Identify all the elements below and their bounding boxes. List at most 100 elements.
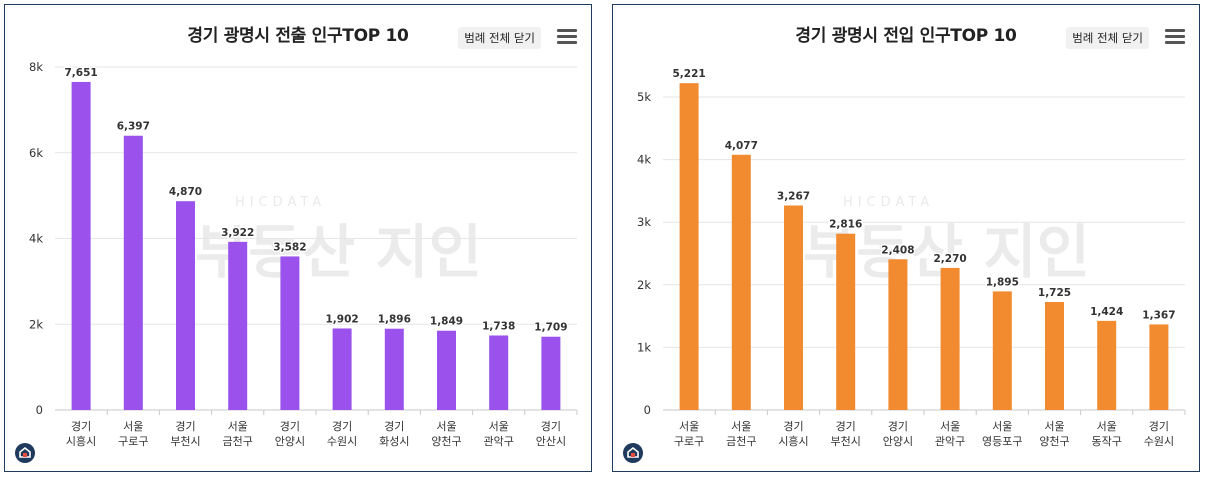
- y-tick-label: 5k: [637, 90, 651, 104]
- x-tick-label: 경기: [175, 420, 195, 433]
- y-tick-label: 0: [36, 403, 43, 417]
- x-tick-label: 서울: [731, 420, 751, 433]
- x-tick-label: 관악구: [935, 435, 965, 448]
- x-tick-label: 서울: [436, 420, 456, 433]
- bar[interactable]: [332, 328, 352, 410]
- chart-title: 경기 광명시 전입 인구TOP 10: [795, 26, 1017, 46]
- y-tick-label: 2k: [637, 278, 651, 292]
- data-label: 6,397: [117, 121, 150, 133]
- chart-panel-inflow: HICDATA 부동산 지인 0 1k 2k 3k 4k 5k 5,221 서울 구로구 4,07…: [612, 4, 1200, 472]
- y-tick-label: 1k: [637, 340, 651, 354]
- data-label: 3,267: [777, 190, 810, 202]
- y-tick-label: 3k: [637, 215, 651, 229]
- x-tick-label: 서울: [123, 420, 143, 433]
- data-label: 1,738: [482, 320, 515, 332]
- bar[interactable]: [784, 205, 803, 410]
- data-label: 5,221: [672, 68, 705, 80]
- data-label: 1,902: [325, 313, 358, 325]
- data-label: 3,922: [221, 227, 254, 239]
- x-tick-label: 경기: [384, 420, 404, 433]
- y-tick-label: 0: [644, 403, 651, 417]
- bar[interactable]: [1097, 320, 1117, 410]
- x-tick-label: 영등포구: [982, 435, 1022, 448]
- x-tick-label: 구로구: [118, 435, 148, 448]
- x-tick-label: 시흥시: [778, 434, 808, 448]
- bar[interactable]: [489, 335, 509, 410]
- bar[interactable]: [1045, 302, 1064, 410]
- bar[interactable]: [228, 241, 248, 410]
- data-label: 1,895: [986, 276, 1019, 288]
- bar[interactable]: [940, 267, 960, 410]
- bar[interactable]: [1149, 324, 1169, 410]
- x-tick-label: 서울: [1044, 420, 1064, 433]
- x-tick-label: 동작구: [1092, 435, 1122, 448]
- x-tick-label: 화성시: [379, 435, 409, 448]
- legend-toggle-button[interactable]: 범례 전체 닫기: [458, 27, 541, 49]
- x-tick-label: 경기: [280, 420, 300, 433]
- bar[interactable]: [836, 233, 856, 410]
- x-tick-label: 경기: [71, 420, 91, 433]
- x-tick-label: 시흥시: [66, 434, 96, 448]
- x-tick-label: 서울: [489, 420, 509, 433]
- chart-panel-outflow: HICDATA 부동산 지인 0 2k 4k 6k 8k 7,651 경기 시흥시 6,397 서…: [4, 4, 592, 472]
- x-tick-label: 서울: [679, 420, 699, 433]
- y-tick-label: 4k: [637, 153, 651, 167]
- bar[interactable]: [123, 135, 143, 410]
- bar[interactable]: [437, 330, 456, 410]
- x-tick-label: 부천시: [831, 434, 861, 448]
- x-tick-label: 부천시: [170, 434, 200, 448]
- data-label: 2,408: [881, 244, 914, 256]
- data-label: 4,077: [725, 140, 758, 152]
- legend-toggle-button[interactable]: 범례 전체 닫기: [1066, 27, 1149, 49]
- data-label: 1,424: [1090, 306, 1123, 318]
- x-tick-label: 수원시: [1144, 435, 1174, 448]
- bar[interactable]: [176, 201, 195, 410]
- data-label: 1,367: [1142, 309, 1175, 321]
- data-label: 1,725: [1038, 287, 1071, 299]
- x-tick-label: 관악구: [484, 435, 514, 448]
- bar[interactable]: [731, 154, 751, 410]
- x-tick-label: 서울: [1097, 420, 1117, 433]
- data-label: 1,896: [378, 314, 411, 326]
- data-label: 7,651: [64, 67, 97, 79]
- data-label: 4,870: [169, 186, 202, 198]
- bar[interactable]: [280, 256, 300, 410]
- x-tick-label: 안양시: [275, 435, 305, 448]
- x-tick-label: 경기: [783, 420, 803, 433]
- bar[interactable]: [992, 291, 1012, 410]
- bar[interactable]: [541, 336, 561, 410]
- hamburger-menu-icon[interactable]: [1165, 29, 1185, 47]
- data-label: 3,582: [273, 241, 306, 253]
- bar[interactable]: [679, 83, 699, 410]
- y-tick-label: 4k: [29, 232, 43, 246]
- data-label: 2,270: [933, 253, 966, 265]
- x-tick-label: 금천구: [223, 434, 253, 448]
- bar[interactable]: [384, 328, 404, 410]
- data-label: 1,849: [430, 316, 463, 328]
- hamburger-menu-icon[interactable]: [557, 29, 577, 47]
- y-tick-label: 6k: [29, 146, 43, 160]
- x-tick-label: 양천구: [431, 434, 461, 448]
- x-tick-label: 경기: [332, 420, 352, 433]
- x-tick-label: 서울: [940, 420, 960, 433]
- y-tick-label: 2k: [29, 317, 43, 331]
- chart-title: 경기 광명시 전출 인구TOP 10: [187, 26, 409, 46]
- x-tick-label: 서울: [228, 420, 248, 433]
- x-tick-label: 구로구: [674, 435, 704, 448]
- bar[interactable]: [888, 259, 908, 410]
- data-label: 2,816: [829, 219, 862, 231]
- x-tick-label: 경기: [1149, 420, 1169, 433]
- x-tick-label: 서울: [992, 420, 1012, 433]
- x-tick-label: 수원시: [327, 435, 357, 448]
- x-tick-label: 경기: [888, 420, 908, 433]
- x-tick-label: 경기: [836, 420, 856, 433]
- x-tick-label: 경기: [541, 420, 561, 433]
- data-label: 1,709: [534, 322, 567, 334]
- x-tick-label: 금천구: [726, 434, 756, 448]
- bar[interactable]: [71, 81, 91, 410]
- home-logo-icon[interactable]: [623, 443, 643, 463]
- home-logo-icon[interactable]: [15, 443, 35, 463]
- x-tick-label: 안양시: [883, 435, 913, 448]
